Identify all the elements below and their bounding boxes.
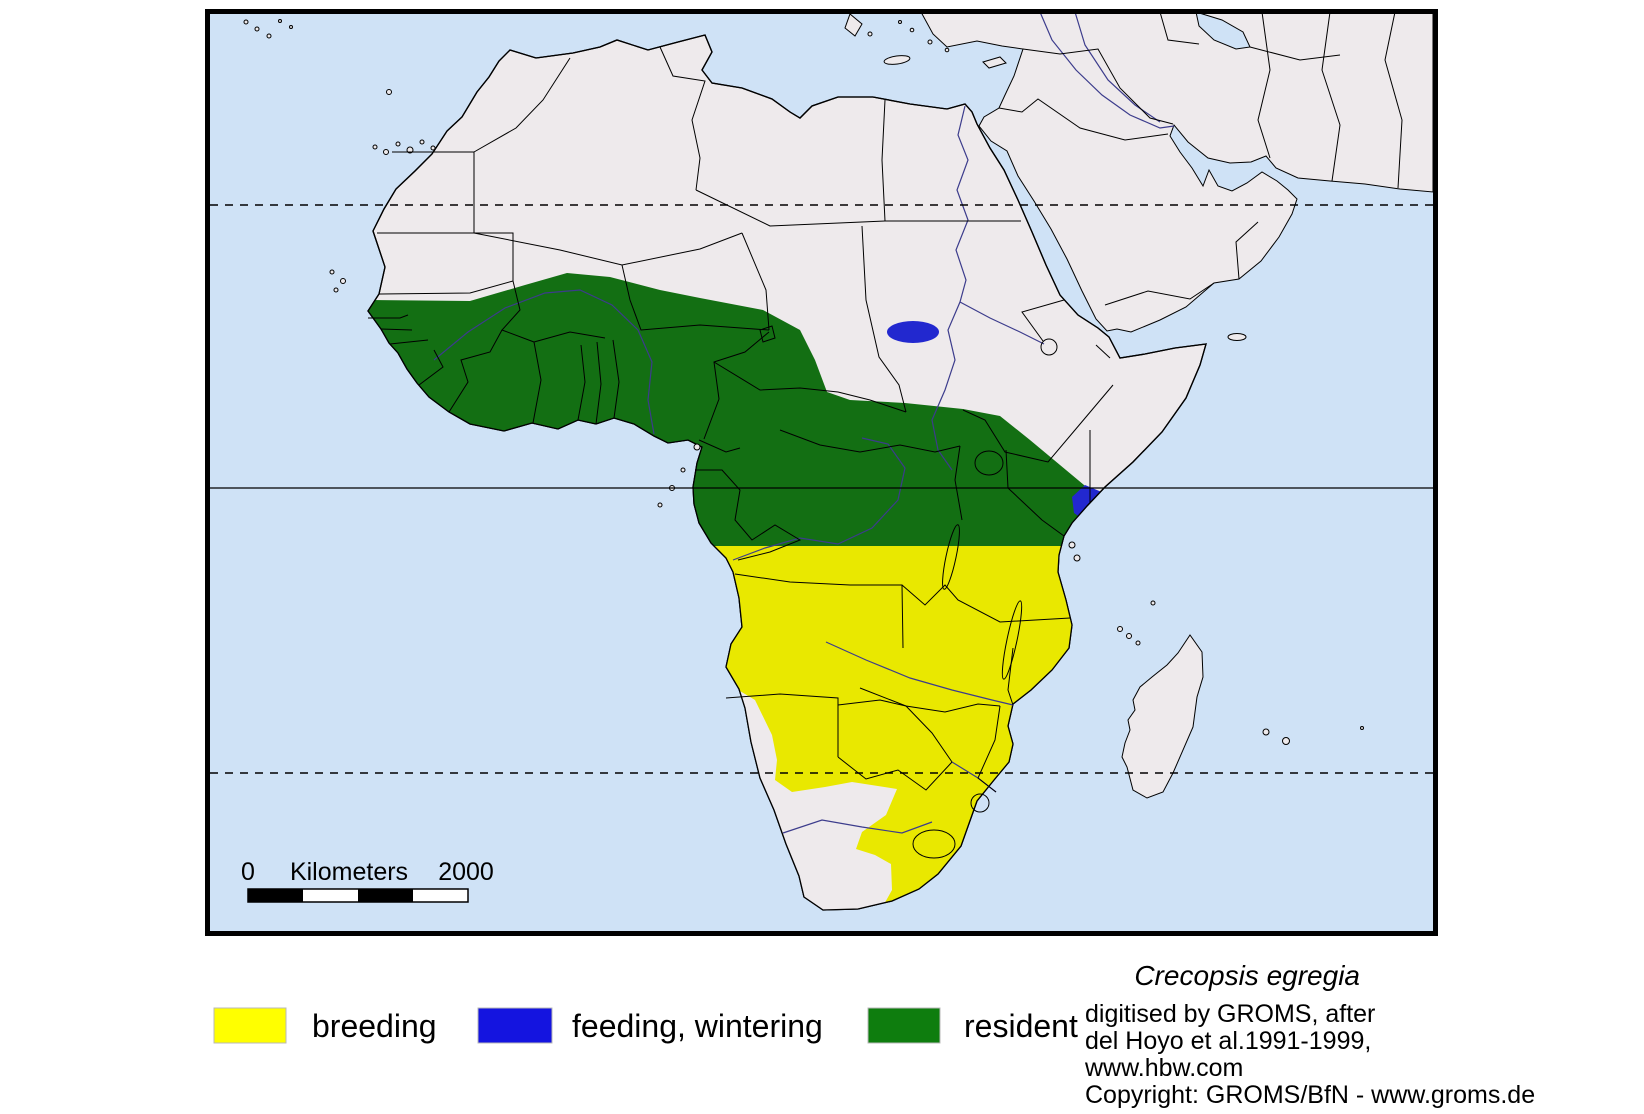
attribution-line: digitised by GROMS, after xyxy=(1085,1000,1375,1028)
legend-label-resident: resident xyxy=(964,1008,1078,1044)
legend-swatch-resident xyxy=(867,1007,941,1044)
legend: breeding feeding, wintering resident xyxy=(213,1007,1078,1044)
nile-river xyxy=(931,105,969,471)
scale-max-label: 2000 xyxy=(438,858,494,886)
country-borders xyxy=(368,11,1403,859)
legend-label-breeding: breeding xyxy=(312,1008,437,1044)
attribution-line: www.hbw.com xyxy=(1084,1054,1243,1082)
map-frame xyxy=(205,9,1438,936)
scale-bar: 0 Kilometers 2000 xyxy=(241,858,494,903)
lake-tana xyxy=(1040,338,1058,356)
lake-victoria xyxy=(974,450,1004,476)
species-name: Crecopsis egregia xyxy=(1134,960,1360,991)
caspian-sea xyxy=(1195,11,1251,50)
lakes xyxy=(759,325,1058,680)
attribution-line: Copyright: GROMS/BfN - www.groms.de xyxy=(1085,1081,1535,1109)
scale-zero-label: 0 xyxy=(241,858,255,886)
zambezi-river xyxy=(825,641,1014,706)
lake-tanganyika xyxy=(942,524,960,590)
legend-swatch-breeding xyxy=(213,1007,287,1044)
congo-river xyxy=(732,437,906,561)
crete xyxy=(883,55,911,65)
feeding-sudan-ellipse xyxy=(887,321,939,343)
lake-malawi xyxy=(1001,600,1023,680)
cyprus xyxy=(982,56,1007,69)
orange-river xyxy=(782,819,933,834)
scale-bar-segment xyxy=(358,889,413,902)
legend-label-feeding-wintering: feeding, wintering xyxy=(572,1008,823,1044)
scale-unit-label: Kilometers xyxy=(290,858,408,886)
legend-swatch-feeding-wintering xyxy=(477,1007,553,1044)
euphrates-river xyxy=(1039,11,1175,129)
blue-nile-river xyxy=(959,301,1045,345)
attribution-block: digitised by GROMS, after del Hoyo et al… xyxy=(1084,1000,1535,1109)
niger-river xyxy=(433,289,655,435)
madagascar xyxy=(1121,634,1204,799)
lesotho-border xyxy=(912,829,956,859)
scale-bar-segment xyxy=(248,889,303,902)
islands xyxy=(243,13,1364,799)
swaziland-border xyxy=(970,793,990,813)
lake-chad xyxy=(759,325,776,343)
attribution-line: del Hoyo et al.1991-1999, xyxy=(1085,1027,1371,1055)
socotra xyxy=(1227,333,1247,341)
asia-landmass xyxy=(920,11,1434,333)
